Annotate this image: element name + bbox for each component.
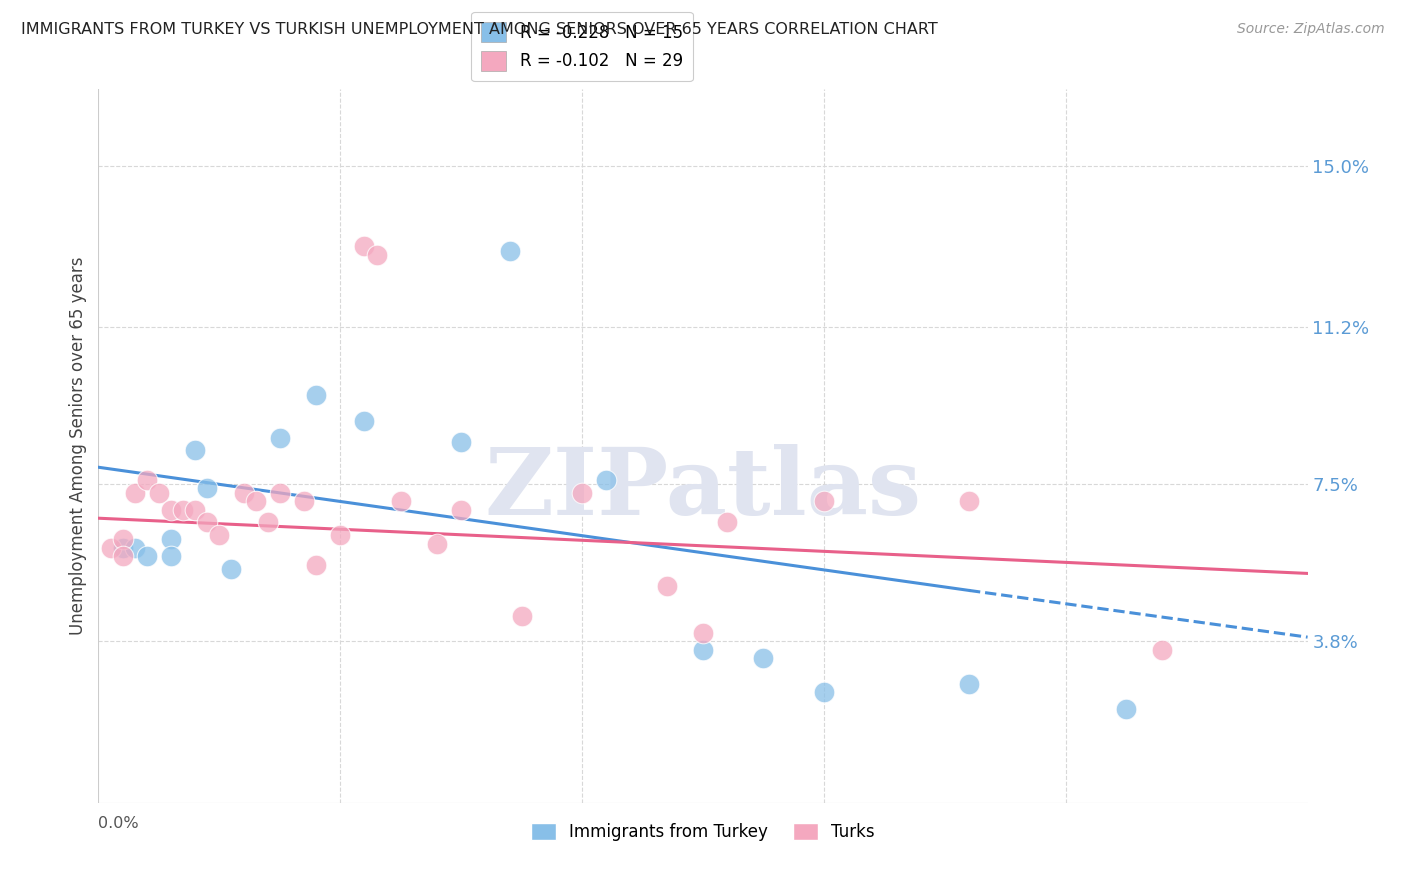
Point — [450, 502, 472, 516]
Text: 0.0%: 0.0% — [98, 815, 139, 830]
Point — [957, 494, 980, 508]
Point — [498, 244, 520, 258]
Point — [111, 549, 134, 564]
Point — [510, 608, 533, 623]
Point — [571, 485, 593, 500]
Text: ZIPatlas: ZIPatlas — [485, 444, 921, 533]
Point — [111, 533, 134, 547]
Point — [292, 494, 315, 508]
Point — [366, 248, 388, 262]
Point — [195, 516, 218, 530]
Point — [160, 533, 183, 547]
Point — [160, 502, 183, 516]
Point — [124, 485, 146, 500]
Point — [232, 485, 254, 500]
Y-axis label: Unemployment Among Seniors over 65 years: Unemployment Among Seniors over 65 years — [69, 257, 87, 635]
Text: IMMIGRANTS FROM TURKEY VS TURKISH UNEMPLOYMENT AMONG SENIORS OVER 65 YEARS CORRE: IMMIGRANTS FROM TURKEY VS TURKISH UNEMPL… — [21, 22, 938, 37]
Point — [269, 430, 291, 444]
Point — [957, 677, 980, 691]
Point — [389, 494, 412, 508]
Point — [305, 558, 328, 572]
Point — [813, 685, 835, 699]
Point — [256, 516, 278, 530]
Point — [716, 516, 738, 530]
Point — [692, 643, 714, 657]
Text: Source: ZipAtlas.com: Source: ZipAtlas.com — [1237, 22, 1385, 37]
Point — [184, 502, 207, 516]
Point — [135, 549, 157, 564]
Point — [100, 541, 122, 555]
Point — [450, 434, 472, 449]
Point — [329, 528, 352, 542]
Point — [752, 651, 775, 665]
Point — [305, 388, 328, 402]
Point — [245, 494, 267, 508]
Point — [221, 562, 243, 576]
Point — [172, 502, 194, 516]
Point — [1152, 643, 1174, 657]
Point — [353, 413, 375, 427]
Point — [655, 579, 678, 593]
Point — [208, 528, 231, 542]
Point — [124, 541, 146, 555]
Point — [813, 494, 835, 508]
Legend: Immigrants from Turkey, Turks: Immigrants from Turkey, Turks — [524, 816, 882, 848]
Point — [195, 482, 218, 496]
Point — [692, 626, 714, 640]
Point — [111, 541, 134, 555]
Point — [160, 549, 183, 564]
Point — [148, 485, 170, 500]
Point — [595, 473, 617, 487]
Point — [353, 239, 375, 253]
Point — [135, 473, 157, 487]
Point — [426, 537, 449, 551]
Point — [1115, 702, 1137, 716]
Point — [269, 485, 291, 500]
Point — [184, 443, 207, 458]
